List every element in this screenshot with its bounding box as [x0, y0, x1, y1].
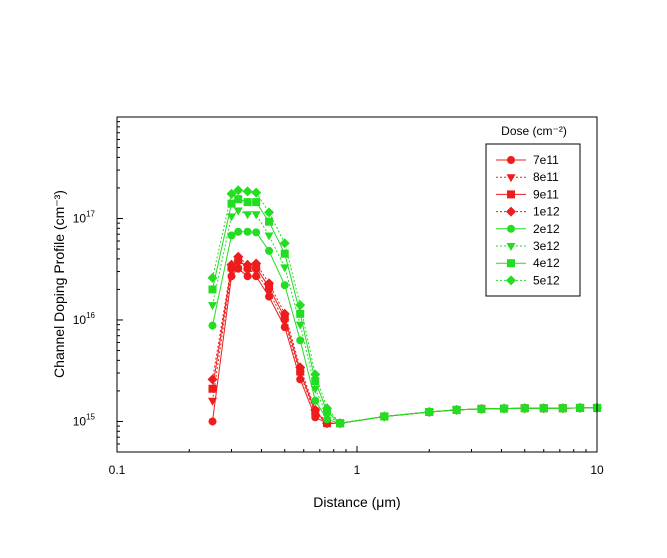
data-point-4e12-5 — [265, 217, 274, 226]
data-point-7e11-2 — [234, 264, 243, 273]
data-point-5e12-19 — [575, 402, 586, 413]
data-point-4e12-6 — [280, 249, 289, 258]
data-point-1e12-1 — [226, 259, 237, 270]
data-point-5e12-11 — [379, 411, 390, 422]
legend-label: 2e12 — [533, 222, 560, 236]
data-point-2e12-5 — [265, 246, 274, 255]
legend-label: 9e11 — [533, 187, 559, 201]
data-point-5e12-1 — [226, 188, 237, 199]
data-point-3e12-6 — [280, 264, 290, 273]
legend: Dose (cm⁻²) 7e11 8e11 9e11 1e12 2e12 3e12 4e12… — [485, 124, 581, 297]
data-point-5e12-3 — [242, 186, 253, 197]
data-point-4e12-3 — [243, 198, 252, 207]
legend-marker-9e11 — [507, 190, 515, 199]
legend-marker-1e12 — [506, 206, 516, 217]
data-point-5e12-6 — [279, 238, 290, 249]
data-point-5e12-12 — [424, 406, 435, 417]
data-point-1e12-5 — [264, 278, 275, 289]
legend-item-4e12: 4e12 — [496, 256, 560, 270]
legend-marker-3e12 — [506, 243, 516, 251]
data-point-5e12-7 — [295, 300, 306, 311]
x-axis-title: Distance (μm) — [313, 494, 400, 510]
data-point-2e12-6 — [280, 281, 289, 290]
legend-item-3e12: 3e12 — [496, 239, 560, 253]
series-5e12 — [207, 185, 602, 429]
legend-label: 4e12 — [533, 256, 560, 270]
data-point-2e12-1 — [227, 231, 236, 240]
legend-label: 7e11 — [533, 153, 559, 167]
data-point-1e12-3 — [242, 259, 253, 270]
data-point-5e12-8 — [310, 369, 321, 380]
data-point-3e12-2 — [233, 207, 243, 216]
legend-marker-7e11 — [507, 156, 515, 164]
data-point-5e12-4 — [251, 187, 262, 198]
data-point-5e12-9 — [322, 403, 333, 414]
data-point-1e12-7 — [295, 362, 306, 373]
data-point-1e12-8 — [310, 404, 321, 415]
data-point-3e12-3 — [243, 211, 253, 220]
data-point-8e11-0 — [208, 397, 218, 406]
legend-item-5e12: 5e12 — [496, 273, 560, 287]
x-tick-label: 1 — [354, 463, 361, 477]
legend-items: 7e11 8e11 9e11 1e12 2e12 3e12 4e12 5e12 — [496, 153, 560, 287]
data-point-5e12-0 — [207, 272, 218, 283]
data-point-1e12-2 — [233, 251, 244, 262]
legend-item-9e11: 9e11 — [496, 187, 559, 201]
series-layer — [207, 185, 602, 429]
legend-title: Dose (cm⁻²) — [501, 124, 567, 138]
data-point-2e12-7 — [296, 336, 305, 345]
data-point-1e12-6 — [279, 308, 290, 319]
legend-item-7e11: 7e11 — [496, 153, 559, 167]
data-point-4e12-4 — [252, 198, 261, 207]
data-point-5e12-10 — [335, 418, 346, 429]
data-point-7e11-0 — [208, 417, 217, 426]
data-point-5e12-16 — [519, 403, 530, 414]
data-point-2e12-3 — [243, 227, 252, 236]
legend-label: 3e12 — [533, 239, 560, 253]
data-point-2e12-4 — [252, 228, 261, 237]
x-tick-label: 0.1 — [109, 463, 126, 477]
legend-item-2e12: 2e12 — [496, 222, 560, 236]
legend-marker-8e11 — [506, 174, 516, 183]
data-point-4e12-1 — [227, 199, 236, 208]
y-axis-title: Channel Doping Profile (cm⁻³) — [51, 190, 67, 378]
data-point-4e12-0 — [208, 285, 217, 294]
data-point-5e12-18 — [557, 403, 568, 414]
data-point-5e12-15 — [499, 403, 510, 414]
data-point-2e12-2 — [234, 227, 243, 236]
data-point-2e12-0 — [208, 321, 217, 330]
data-point-2e12-8 — [311, 396, 320, 405]
data-point-4e12-2 — [234, 195, 243, 204]
legend-marker-5e12 — [506, 275, 516, 286]
data-point-3e12-5 — [264, 232, 274, 241]
data-point-5e12-5 — [264, 207, 275, 218]
data-point-1e12-4 — [251, 258, 262, 269]
data-point-5e12-17 — [538, 403, 549, 414]
data-point-4e12-8 — [311, 377, 320, 386]
legend-label: 5e12 — [533, 273, 560, 287]
legend-marker-4e12 — [507, 259, 515, 268]
legend-item-1e12: 1e12 — [496, 205, 560, 219]
legend-item-8e11: 8e11 — [496, 170, 559, 184]
data-point-3e12-4 — [251, 211, 261, 220]
data-point-4e12-7 — [296, 309, 305, 318]
data-point-5e12-14 — [476, 403, 487, 414]
x-tick-label: 10 — [590, 463, 604, 477]
data-point-5e12-2 — [233, 185, 244, 196]
legend-label: 8e11 — [533, 170, 559, 184]
data-point-3e12-0 — [208, 302, 218, 311]
legend-marker-2e12 — [507, 224, 515, 233]
legend-label: 1e12 — [533, 205, 560, 219]
data-point-1e12-0 — [207, 374, 218, 385]
legend-box — [485, 143, 581, 297]
data-point-9e11-0 — [208, 384, 217, 393]
data-point-5e12-13 — [451, 404, 462, 415]
